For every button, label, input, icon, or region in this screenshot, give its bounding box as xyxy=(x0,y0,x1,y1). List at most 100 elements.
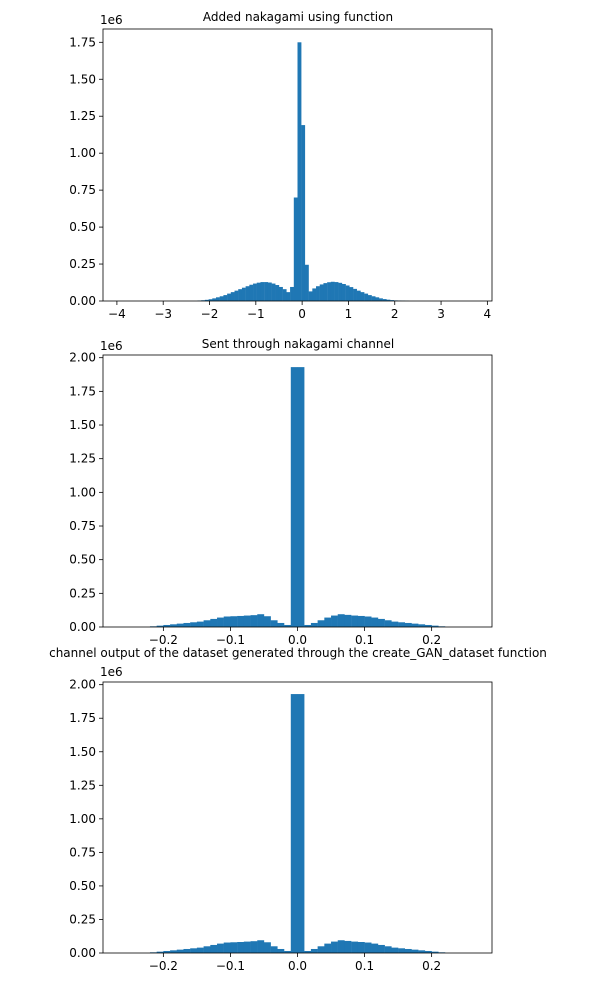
histogram-bar xyxy=(371,617,379,627)
histogram-bar xyxy=(382,299,387,301)
x-tick-label: 1 xyxy=(345,307,353,321)
histogram-bar xyxy=(379,298,383,301)
histogram-bar xyxy=(234,290,239,301)
histogram-bar xyxy=(398,948,406,953)
histogram-bar xyxy=(190,948,198,953)
y-tick-label: 0.25 xyxy=(69,257,96,271)
histogram-bar xyxy=(163,624,171,627)
histogram-bar xyxy=(297,42,302,302)
histogram-bar xyxy=(390,300,395,301)
y-tick-label: 1.25 xyxy=(69,778,96,792)
histogram-bar xyxy=(327,282,332,301)
histogram-bar xyxy=(230,292,235,301)
bars xyxy=(149,694,446,953)
histogram-bar xyxy=(418,950,426,953)
y-scale-label: 1e6 xyxy=(100,13,123,27)
y-tick-label: 2.00 xyxy=(69,351,96,365)
histogram-bar xyxy=(277,948,285,953)
histogram-bar xyxy=(249,284,254,301)
y-tick-label: 0.50 xyxy=(69,553,96,567)
histogram-bar xyxy=(210,944,218,953)
chart-title: Sent through nakagami channel xyxy=(202,337,394,351)
x-tick-label: 2 xyxy=(391,307,399,321)
histogram-bar xyxy=(270,620,278,627)
histogram-bar xyxy=(431,951,439,953)
histogram-bar xyxy=(411,949,419,953)
histogram-bar xyxy=(304,264,309,301)
histogram-bar xyxy=(337,614,345,627)
y-tick-label: 0.25 xyxy=(69,912,96,926)
x-tick-label: −0.2 xyxy=(149,633,178,647)
x-axis-ticks: −4 −3 −2 −1 0 1 2 3 4 xyxy=(108,301,491,321)
histogram-bar xyxy=(270,946,278,953)
histogram-bar xyxy=(208,299,213,301)
histogram-bar xyxy=(176,623,184,627)
chart-panel-1: Added nakagami using function 1e6 −4 −3 −2… xyxy=(69,10,493,321)
histogram-bar xyxy=(317,620,325,627)
histogram-bar xyxy=(375,297,380,301)
histogram-bar xyxy=(360,292,365,301)
histogram-bar xyxy=(183,948,191,953)
histogram-bar xyxy=(290,367,298,627)
histogram-bar xyxy=(163,950,171,953)
histogram-bar xyxy=(424,624,432,627)
histogram-bar xyxy=(310,948,318,953)
y-tick-label: 1.75 xyxy=(69,384,96,398)
y-tick-label: 0.00 xyxy=(69,946,96,960)
histogram-bar xyxy=(418,624,426,627)
histogram-bar xyxy=(282,289,287,301)
histogram-bar xyxy=(250,941,258,953)
histogram-bar xyxy=(404,622,412,627)
histogram-bar xyxy=(364,293,369,301)
y-axis-ticks: 0.00 0.25 0.50 0.75 1.00 1.25 1.50 1.75 2.00 xyxy=(69,351,103,634)
histogram-bar xyxy=(338,282,343,301)
y-axis-ticks: 0.00 0.25 0.50 0.75 1.00 1.25 1.50 1.75 xyxy=(69,35,103,308)
y-tick-label: 0.25 xyxy=(69,586,96,600)
y-tick-label: 0.75 xyxy=(69,519,96,533)
histogram-bar xyxy=(304,950,312,953)
x-tick-label: −3 xyxy=(154,307,172,321)
histogram-bar xyxy=(404,948,412,953)
histogram-bar xyxy=(284,624,291,627)
histogram-bar xyxy=(245,286,250,301)
y-tick-label: 0.75 xyxy=(69,183,96,197)
histogram-bar xyxy=(344,940,352,953)
histogram-bar xyxy=(308,291,313,301)
histogram-bar xyxy=(364,942,372,953)
y-tick-label: 1.00 xyxy=(69,812,96,826)
histogram-bar xyxy=(356,290,361,301)
histogram-bar xyxy=(210,618,218,627)
histogram-bar xyxy=(310,622,318,627)
histogram-bar xyxy=(256,282,261,301)
histogram-bar xyxy=(217,943,224,953)
chart-title: channel output of the dataset generated … xyxy=(49,646,547,660)
y-tick-label: 0.00 xyxy=(69,620,96,634)
histogram-bar xyxy=(263,616,271,627)
histogram-bar xyxy=(319,284,324,301)
x-axis-ticks: −0.2 −0.1 0.0 0.1 0.2 xyxy=(149,627,441,647)
histogram-bar xyxy=(301,125,306,301)
histogram-bar xyxy=(297,694,305,953)
plot-frame xyxy=(102,354,493,628)
histogram-bar xyxy=(324,617,332,627)
histogram-bar xyxy=(398,622,406,627)
y-tick-label: 1.50 xyxy=(69,745,96,759)
histogram-bar xyxy=(391,621,399,627)
y-tick-label: 0.75 xyxy=(69,845,96,859)
histogram-bar xyxy=(253,283,257,301)
histogram-bar xyxy=(230,616,238,627)
histogram-bar xyxy=(260,282,265,301)
y-tick-label: 1.50 xyxy=(69,72,96,86)
histogram-bar xyxy=(341,284,346,301)
histogram-bar xyxy=(351,615,359,627)
histogram-bar xyxy=(377,944,385,953)
histogram-bar xyxy=(293,197,298,301)
x-tick-label: −0.1 xyxy=(216,959,245,973)
x-tick-label: −0.2 xyxy=(149,959,178,973)
x-tick-label: 0 xyxy=(298,307,306,321)
histogram-bar xyxy=(238,289,243,301)
histogram-bar xyxy=(371,943,379,953)
x-tick-label: 0.2 xyxy=(422,633,441,647)
histogram-bar xyxy=(271,283,276,301)
histogram-bar xyxy=(217,617,224,627)
